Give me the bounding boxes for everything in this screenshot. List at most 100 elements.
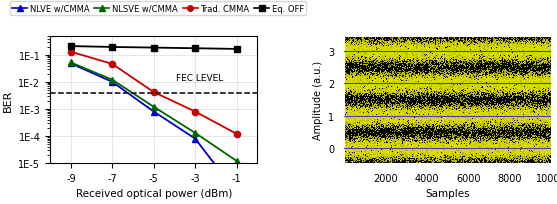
Point: [453, 108, 462, 112]
Point: [451, 126, 460, 129]
Point: [439, 85, 448, 89]
Point: [411, 50, 420, 54]
Point: [405, 113, 414, 117]
Point: [395, 140, 404, 143]
Point: [526, 150, 535, 153]
Point: [530, 116, 539, 119]
Point: [444, 106, 453, 109]
Point: [430, 118, 439, 121]
Point: [397, 124, 405, 128]
Point: [396, 45, 405, 48]
Point: [453, 141, 462, 144]
Point: [344, 143, 353, 146]
Point: [377, 50, 386, 53]
Point: [383, 107, 392, 110]
Point: [367, 78, 376, 81]
Point: [450, 114, 459, 117]
Point: [502, 57, 511, 60]
Point: [362, 157, 371, 160]
Point: [505, 148, 514, 151]
Point: [544, 132, 553, 135]
Point: [432, 117, 441, 120]
Point: [418, 109, 427, 112]
Point: [379, 52, 388, 55]
Point: [485, 109, 494, 112]
Point: [457, 41, 466, 45]
Point: [384, 153, 393, 156]
Point: [541, 120, 550, 123]
Point: [485, 40, 494, 43]
Point: [423, 80, 432, 83]
Point: [538, 46, 547, 49]
Point: [358, 142, 367, 145]
Point: [486, 149, 495, 152]
Point: [357, 107, 366, 110]
Point: [372, 84, 380, 88]
Point: [421, 147, 430, 150]
Point: [519, 114, 528, 117]
Point: [392, 49, 400, 52]
Point: [412, 74, 421, 77]
Point: [404, 113, 413, 116]
Point: [354, 156, 363, 159]
Point: [467, 105, 476, 109]
Point: [411, 75, 420, 78]
Point: [446, 155, 455, 159]
Point: [411, 81, 419, 85]
Point: [400, 103, 409, 106]
Point: [436, 146, 445, 150]
Point: [504, 92, 512, 95]
Point: [363, 82, 372, 85]
Point: [350, 150, 359, 154]
Point: [505, 153, 514, 156]
Point: [510, 82, 519, 86]
Point: [441, 43, 450, 46]
Point: [444, 111, 453, 115]
Point: [345, 104, 354, 107]
Point: [361, 145, 370, 149]
Point: [394, 38, 403, 41]
Point: [461, 144, 470, 147]
Point: [387, 110, 395, 113]
Point: [534, 83, 543, 86]
Point: [452, 84, 461, 88]
Point: [461, 52, 470, 55]
Point: [474, 95, 483, 98]
Point: [397, 140, 405, 143]
Point: [472, 78, 481, 81]
Point: [522, 50, 531, 53]
Point: [412, 151, 421, 154]
Point: [380, 105, 389, 109]
Point: [468, 50, 477, 53]
Point: [408, 144, 417, 147]
Point: [405, 94, 414, 97]
Point: [470, 107, 478, 111]
Point: [448, 149, 457, 152]
Point: [476, 108, 485, 111]
Point: [444, 151, 453, 154]
Point: [463, 47, 472, 50]
Point: [358, 50, 367, 53]
Point: [428, 82, 437, 85]
Point: [340, 47, 349, 50]
Point: [421, 108, 430, 112]
Point: [457, 55, 466, 59]
Point: [424, 155, 433, 158]
Point: [354, 149, 363, 152]
Point: [365, 83, 374, 86]
Point: [363, 90, 372, 93]
Point: [488, 118, 497, 122]
Point: [513, 108, 522, 111]
Point: [506, 81, 515, 84]
Point: [429, 115, 438, 118]
Point: [494, 150, 503, 154]
Point: [351, 85, 360, 89]
Point: [447, 140, 456, 143]
Point: [424, 142, 433, 145]
Point: [375, 114, 384, 117]
Point: [375, 57, 384, 60]
Point: [385, 88, 394, 92]
Point: [390, 110, 399, 114]
Point: [461, 101, 470, 104]
Point: [466, 57, 475, 60]
